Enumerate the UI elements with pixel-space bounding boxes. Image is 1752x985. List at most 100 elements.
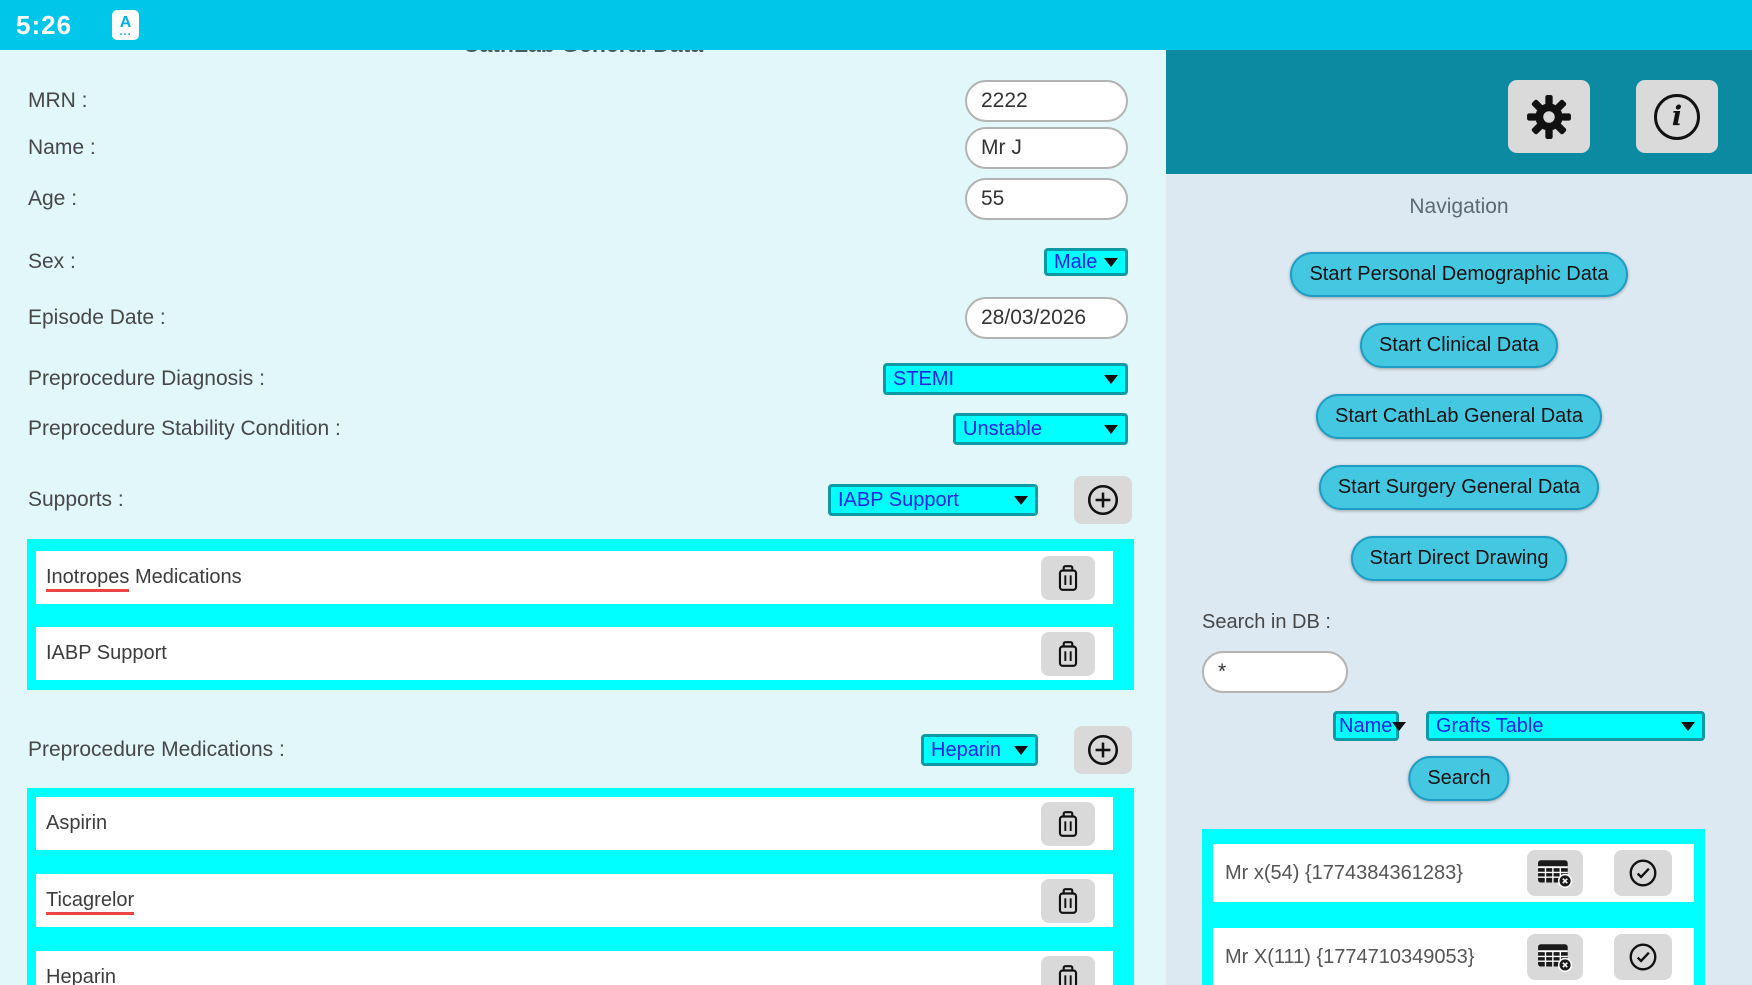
diagnosis-row: Preprocedure Diagnosis : STEMI [28,363,1128,395]
diagnosis-label: Preprocedure Diagnosis : [28,367,265,390]
medications-selected-value: Heparin [931,738,1002,761]
delete-support-button[interactable] [1041,555,1095,600]
medication-item: Ticagrelor [36,874,1113,927]
search-result-text: Mr X(111) {1774710349053} [1225,945,1475,968]
episode-date-input[interactable] [965,297,1128,339]
navigation-buttons: Start Personal Demographic Data Start Cl… [1166,252,1752,581]
support-item-text: IABP Support [46,642,167,664]
page-title-clip: CathLab General Data [0,50,1166,58]
page-title: CathLab General Data [463,50,703,58]
chevron-down-icon [1681,721,1695,731]
search-field-selected-value: Name [1339,714,1393,737]
episode-date-label: Episode Date : [28,306,166,329]
search-field-select[interactable]: Name [1333,711,1407,741]
mrn-input[interactable] [965,80,1128,122]
plus-circle-icon [1087,484,1119,516]
search-button[interactable]: Search [1408,756,1510,801]
sex-selected-value: Male [1054,250,1098,273]
load-record-button[interactable] [1614,934,1672,980]
supports-row: Supports : IABP Support [28,476,1132,524]
age-row: Age : [28,178,1128,220]
delete-record-table-button[interactable] [1527,850,1583,896]
mrn-label: MRN : [28,89,88,112]
start-surgery-general-data-button[interactable]: Start Surgery General Data [1318,465,1600,510]
table-delete-icon [1538,860,1573,888]
mrn-row: MRN : [28,80,1128,122]
support-item: Inotropes Medications [36,551,1113,604]
add-support-button[interactable] [1074,476,1132,524]
search-table-select[interactable]: Grafts Table [1426,711,1705,741]
check-circle-icon [1629,943,1657,971]
start-personal-demographic-data-button[interactable]: Start Personal Demographic Data [1290,252,1628,297]
delete-medication-button[interactable] [1041,878,1095,923]
load-record-button[interactable] [1614,850,1672,896]
supports-selected-value: IABP Support [838,488,959,511]
status-bar: 5:26 A [0,0,1752,50]
side-panel: i Navigation Start Personal Demographic … [1166,50,1752,985]
table-delete-icon [1538,944,1573,972]
chevron-down-icon [1104,257,1118,267]
settings-button[interactable] [1508,80,1590,153]
side-panel-header: i [1166,50,1752,174]
sex-label: Sex : [28,250,76,273]
notification-app-icon: A [112,10,140,40]
supports-select[interactable]: IABP Support [828,484,1038,516]
trash-icon [1058,640,1078,667]
age-input[interactable] [965,178,1128,220]
supports-list: Inotropes Medications IABP Support [27,539,1134,690]
stability-label: Preprocedure Stability Condition : [28,417,341,440]
medication-item-text: Heparin [46,966,117,985]
chevron-down-icon [1104,424,1118,434]
stability-select[interactable]: Unstable [953,413,1128,445]
support-item-text: Inotropes Medications [36,566,1041,592]
check-circle-icon [1629,859,1657,887]
trash-icon [1058,964,1078,985]
chevron-down-icon [1014,745,1028,755]
delete-medication-button[interactable] [1041,801,1095,846]
medication-item-text: Ticagrelor [36,889,1041,915]
diagnosis-select[interactable]: STEMI [883,363,1128,395]
diagnosis-selected-value: STEMI [893,367,955,390]
name-row: Name : [28,127,1128,169]
chevron-down-icon [1104,374,1118,384]
sex-row: Sex : Male [28,248,1128,276]
age-label: Age : [28,187,78,210]
medication-item: Heparin [36,951,1113,985]
delete-support-button[interactable] [1041,631,1095,676]
medication-item-text: Aspirin [46,812,108,834]
chevron-down-icon [1014,495,1028,505]
trash-icon [1058,564,1078,591]
db-search-input[interactable] [1202,651,1348,693]
medications-list: Aspirin Ticagrelor Heparin [27,788,1134,985]
delete-medication-button[interactable] [1041,955,1095,985]
delete-record-table-button[interactable] [1527,934,1583,980]
stability-row: Preprocedure Stability Condition : Unsta… [28,413,1128,445]
search-in-db-label: Search in DB : [1202,611,1331,633]
start-direct-drawing-button[interactable]: Start Direct Drawing [1350,536,1568,581]
gear-icon [1527,94,1571,139]
search-results-list: Mr x(54) {1774384361283} [1202,829,1705,985]
search-result-item: Mr x(54) {1774384361283} [1213,844,1694,902]
medications-row: Preprocedure Medications : Heparin [28,726,1132,774]
search-result-item: Mr X(111) {1774710349053} [1213,928,1694,985]
info-button[interactable]: i [1636,80,1718,153]
episode-date-row: Episode Date : [28,297,1128,339]
supports-label: Supports : [28,488,124,511]
form-panel: CathLab General Data MRN : Name : Age : … [0,50,1166,985]
chevron-down-icon [1392,721,1407,731]
start-clinical-data-button[interactable]: Start Clinical Data [1359,323,1559,368]
trash-icon [1058,887,1078,914]
search-table-selected-value: Grafts Table [1436,714,1544,737]
support-item: IABP Support [36,627,1113,680]
sex-select[interactable]: Male [1044,248,1128,276]
medication-item: Aspirin [36,797,1113,850]
medications-select[interactable]: Heparin [921,734,1038,766]
navigation-heading: Navigation [1409,195,1509,218]
info-icon: i [1654,93,1700,140]
start-cathlab-general-data-button[interactable]: Start CathLab General Data [1316,394,1602,439]
medications-label: Preprocedure Medications : [28,738,285,761]
plus-circle-icon [1087,734,1119,766]
name-input[interactable] [965,127,1128,169]
add-medication-button[interactable] [1074,726,1132,774]
